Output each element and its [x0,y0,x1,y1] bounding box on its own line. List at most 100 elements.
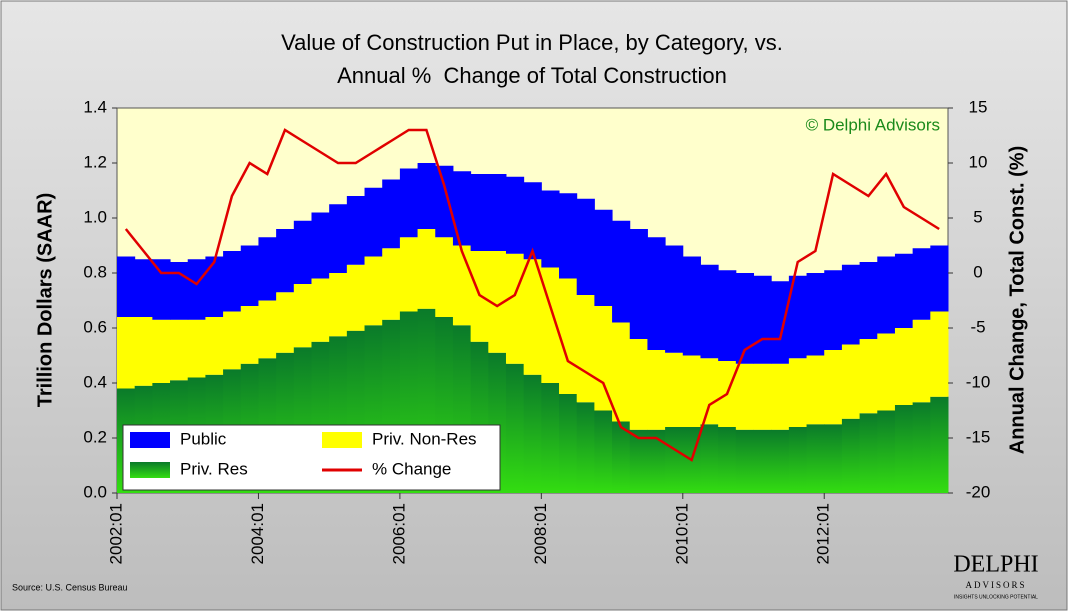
source: Source: U.S. Census Bureau [12,582,128,592]
bar-segment [488,251,507,353]
bar-segment [753,429,772,493]
bar-segment [152,319,171,383]
bar-segment [523,259,542,375]
bar-segment [258,237,277,301]
bar-segment [117,317,136,389]
bar-segment [594,209,613,306]
y-tick-label: 1.2 [83,152,107,171]
bar-segment [223,251,242,312]
bar-segment [841,344,861,419]
bar-segment [435,237,454,317]
bar-segment [187,259,206,320]
bar-segment [594,410,613,493]
bar-segment [718,427,737,493]
bar-segment [824,270,843,350]
legend-label: Priv. Res [180,459,248,478]
bar-segment [859,413,878,493]
bar-segment [329,204,348,273]
bar-segment [824,350,843,425]
bar-segment [612,220,631,323]
bar-segment [559,193,578,279]
logo-tagline: INSIGHTS UNLOCKING POTENTIAL [954,594,1038,600]
bar-segment [735,363,755,430]
bar-segment [912,248,931,320]
logo: DELPHI [953,552,1038,578]
bar-segment [788,275,808,359]
bar-segment [894,328,914,405]
y2-tick-label: 15 [969,97,988,116]
y-tick-label: 1.4 [83,97,107,116]
bar-segment [240,306,259,364]
bar-segment [258,300,277,359]
bar-segment [541,190,560,268]
bar-segment [647,350,666,430]
bar-segment [859,339,878,414]
bar-segment [559,278,578,394]
bar-segment [930,245,949,312]
bar-segment [665,427,684,493]
bar-segment [276,292,295,353]
bar-segment [665,352,684,427]
legend-swatch [322,432,362,448]
bar-segment [293,284,312,348]
bar-segment [912,402,931,493]
bar-segment [647,237,666,350]
bar-segment [364,256,383,326]
bar-segment [806,424,825,493]
bar-segment [452,245,472,326]
bar-segment [559,394,578,493]
chart-title: Annual % Change of Total Construction [337,63,727,88]
bar-segment [894,405,914,493]
bar-segment [134,317,153,386]
bar-segment [134,259,153,317]
y2-axis-label: Annual Change, Total Const. (%) [1006,146,1028,455]
legend-swatch [130,432,170,448]
bar-segment [364,187,383,257]
y2-tick-label: 5 [973,207,982,226]
bar-segment [435,165,454,238]
bar-segment [647,429,666,493]
bar-segment [205,317,224,375]
bar-segment [346,196,366,265]
bar-segment [170,319,189,381]
bar-segment [735,429,755,493]
y-tick-label: 1.0 [83,207,107,226]
bar-segment [824,424,843,493]
bar-segment [771,429,790,493]
bar-segment [205,256,224,317]
bar-segment [311,212,330,279]
x-tick-label: 2002:01 [106,503,125,564]
legend-box [122,424,501,491]
bar-segment [417,229,436,309]
bar-segment [912,319,931,403]
bar-segment [223,311,242,370]
bar-segment [877,256,896,334]
bar-segment [841,264,861,345]
bar-segment [505,363,525,493]
bar-segment [505,253,525,364]
bar-segment [470,174,489,251]
legend-label: Public [180,429,227,448]
y-tick-label: 0.2 [83,427,107,446]
legend-label: % Change [372,459,451,478]
bar-segment [382,248,401,320]
bar-segment [700,264,719,359]
bar-segment [523,374,542,493]
bar-segment [700,358,719,425]
bar-segment [612,421,631,493]
bar-segment [629,229,648,339]
y2-tick-label: -20 [966,482,991,501]
bar-segment [806,273,825,356]
bar-segment [399,168,419,238]
bar-segment [399,237,419,312]
y-tick-label: 0.6 [83,317,107,336]
bar-segment [788,358,808,427]
bar-segment [930,396,949,493]
bar-segment [788,427,808,493]
bar-segment [187,319,206,378]
bar-segment [665,245,684,353]
bar-segment [505,176,525,254]
bar-segment [576,295,595,403]
bar-segment [930,311,949,397]
